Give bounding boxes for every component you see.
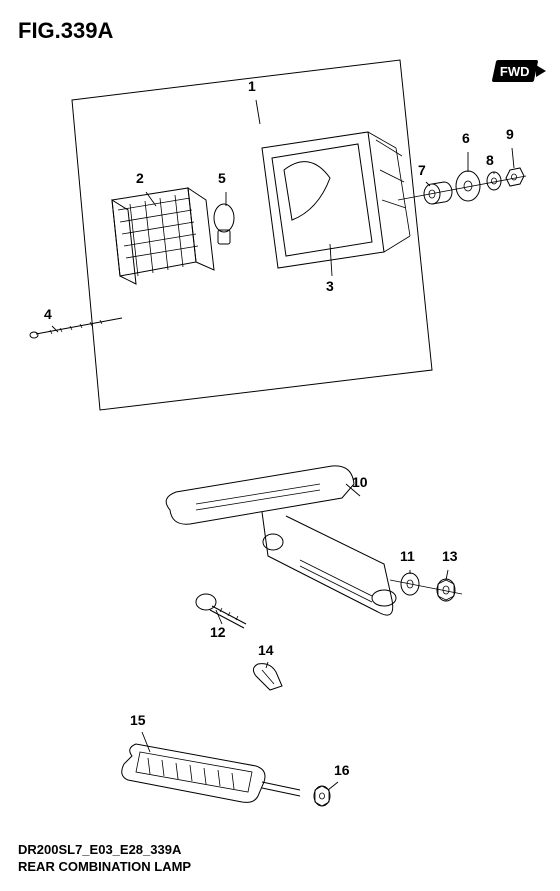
callout-7: 7 xyxy=(418,162,426,178)
callout-13: 13 xyxy=(442,548,458,564)
part-clip-14 xyxy=(253,664,282,690)
part-reflector xyxy=(122,744,300,802)
callout-4: 4 xyxy=(44,306,52,322)
callout-6: 6 xyxy=(462,130,470,146)
callout-16: 16 xyxy=(334,762,350,778)
part-bolt-12 xyxy=(196,594,246,628)
callout-12: 12 xyxy=(210,624,226,640)
part-spacer xyxy=(424,182,452,204)
callout-9: 9 xyxy=(506,126,514,142)
callout-2: 2 xyxy=(136,170,144,186)
callout-8: 8 xyxy=(486,152,494,168)
footer-line-1: DR200SL7_E03_E28_339A xyxy=(18,842,191,859)
callout-10: 10 xyxy=(352,474,368,490)
callout-15: 15 xyxy=(130,712,146,728)
part-lens xyxy=(112,188,214,284)
footer-block: DR200SL7_E03_E28_339A REAR COMBINATION L… xyxy=(18,842,191,876)
callout-11: 11 xyxy=(400,548,415,564)
leader-lines xyxy=(52,100,514,790)
part-washer-large xyxy=(456,171,480,201)
assembly-outline xyxy=(72,60,432,410)
callout-14: 14 xyxy=(258,642,274,658)
callout-5: 5 xyxy=(218,170,226,186)
part-housing xyxy=(262,132,410,268)
footer-line-2: REAR COMBINATION LAMP xyxy=(18,859,191,876)
part-nut-16 xyxy=(314,786,330,806)
diagram-canvas xyxy=(0,0,560,891)
callout-3: 3 xyxy=(326,278,334,294)
part-bulb xyxy=(214,204,234,244)
callout-1: 1 xyxy=(248,78,256,94)
